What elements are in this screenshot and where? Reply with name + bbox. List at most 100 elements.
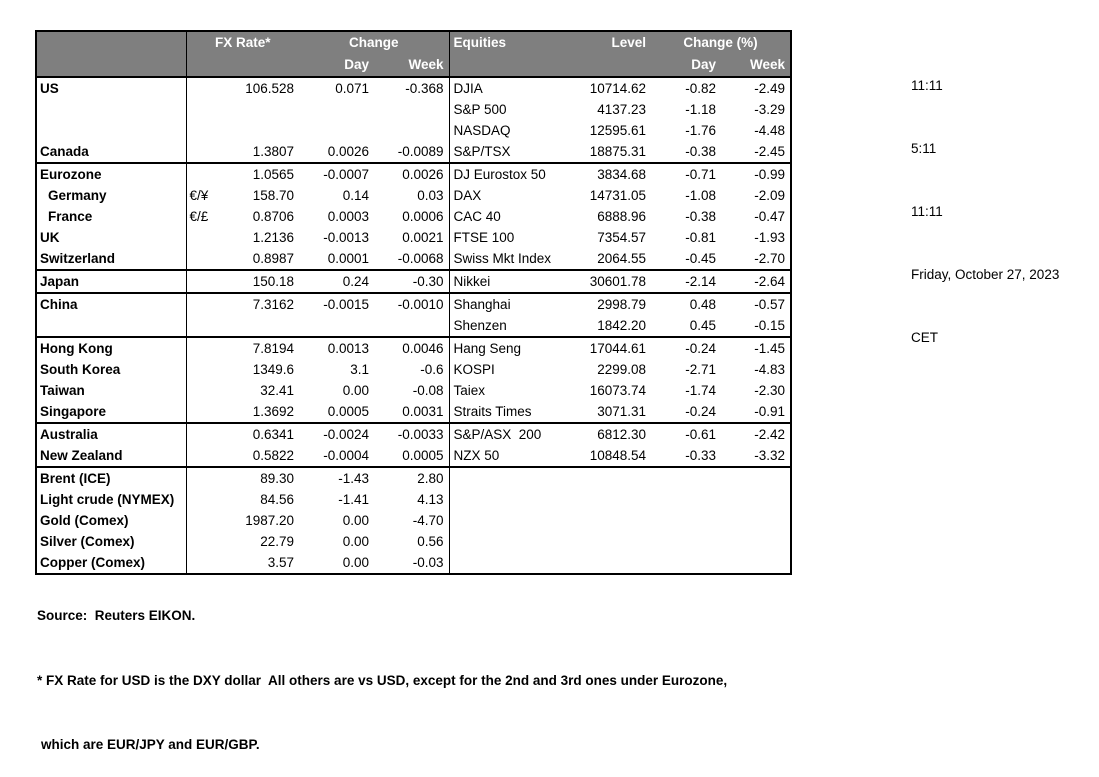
cell-fx-week	[374, 315, 450, 337]
cell-level: 30601.78	[561, 269, 652, 293]
cell-level: 6812.30	[561, 422, 652, 445]
cell-equity: S&P/ASX 200	[449, 422, 562, 445]
cell-fx: 0.5822	[252, 448, 294, 463]
cell-level: 12595.61	[589, 123, 647, 138]
table-row: Eurozone 1.0565 -0.0007 0.0026 DJ Eurostox 5…	[36, 162, 792, 185]
cell-name: Germany	[36, 185, 187, 206]
cell-eq-week: -2.30	[754, 383, 786, 398]
cell-equity: Shenzen	[453, 318, 507, 333]
cell-eq-day: -0.38	[685, 144, 717, 159]
cell-eq-day	[651, 531, 721, 552]
cell-fx: 0.6341	[224, 422, 299, 445]
cell-fx: 22.79	[260, 534, 294, 549]
cell-name: Eurozone	[36, 162, 187, 185]
cell-fx: 1.3692	[252, 404, 294, 419]
cell-fx: 1987.20	[245, 513, 294, 528]
cell-name: South Korea	[36, 359, 187, 380]
table-row: Light crude (NYMEX) 84.56 -1.41 4.13	[36, 489, 791, 510]
cell-fx-week: -0.0010	[374, 292, 450, 315]
table-row: China 7.3162 -0.0015 -0.0010 Shanghai 2998.79…	[36, 292, 792, 315]
timestamp-block: 11:11 5:11 11:11 Friday, October 27, 202…	[911, 33, 1059, 369]
cell-fx-day: 0.00	[342, 555, 369, 570]
cell-fx-week: 0.0005	[374, 445, 450, 467]
cell-fx: 158.70	[252, 188, 294, 203]
cell-fx: 7.8194	[224, 336, 299, 359]
cell-eq-week: -2.45	[754, 144, 786, 159]
cell-pair	[186, 531, 224, 552]
cell-level	[561, 531, 651, 552]
cell-fx-day: 0.00	[342, 383, 369, 398]
cell-level: 17044.61	[561, 336, 652, 359]
report-page: { "colors": { "header_bg": "#7f7f7f", "h…	[35, 30, 1060, 752]
table-row: Switzerland 0.8987 0.0001 -0.0068 Swiss Mkt …	[36, 248, 791, 270]
cell-equity: Swiss Mkt Index	[453, 251, 552, 266]
cell-eq-week	[721, 531, 791, 552]
table-row: Hong Kong 7.8194 0.0013 0.0046 Hang Seng 1704…	[36, 336, 792, 359]
cell-pair	[186, 141, 224, 163]
cell-fx-week: -0.6	[374, 359, 450, 380]
cell-level: 3071.31	[597, 404, 647, 419]
cell-fx	[224, 315, 299, 337]
cell-equity: NASDAQ	[453, 123, 511, 138]
cell-name: US	[36, 77, 187, 99]
cell-fx-week: 0.0021	[374, 227, 450, 248]
cell-equity: Shanghai	[449, 292, 562, 315]
cell-level: 2064.55	[597, 251, 647, 266]
cell-fx: 0.8706	[252, 209, 294, 224]
cell-fx-day: 0.0013	[299, 336, 374, 359]
cell-fx-week: 2.80	[374, 466, 450, 489]
cell-name: Hong Kong	[36, 336, 187, 359]
cell-fx: 150.18	[224, 269, 299, 293]
cell-equity: KOSPI	[453, 362, 495, 377]
table-body: US 106.528 0.071 -0.368 DJIA 10714.62 -0.82 -2.…	[36, 77, 792, 574]
cell-fx	[224, 120, 299, 141]
cell-eq-day: -0.81	[685, 230, 717, 245]
cell-fx-day: 0.0026	[327, 144, 369, 159]
table-row: New Zealand 0.5822 -0.0004 0.0005 NZX 50 1084…	[36, 445, 791, 467]
header-fx-day: Day	[299, 54, 374, 78]
cell-eq-day: -2.14	[651, 269, 722, 293]
table-row: Brent (ICE) 89.30 -1.43 2.80	[36, 466, 792, 489]
cell-name: Singapore	[36, 401, 187, 423]
cell-level: 4137.23	[597, 102, 647, 117]
cell-eq-week: -3.32	[754, 448, 786, 463]
cell-eq-day: -0.71	[651, 162, 722, 185]
cell-eq-day: -2.71	[685, 362, 717, 377]
cell-level: 18875.31	[589, 144, 647, 159]
cell-fx: 84.56	[260, 492, 294, 507]
cell-fx: 7.3162	[224, 292, 299, 315]
cell-pair	[186, 422, 224, 445]
cell-fx-day: 0.0003	[327, 209, 369, 224]
cell-fx-week	[374, 120, 450, 141]
table-row: US 106.528 0.071 -0.368 DJIA 10714.62 -0.82 -2.…	[36, 77, 791, 99]
cell-name: Gold (Comex)	[36, 510, 187, 531]
market-table: FX Rate* Change Equities Level Change (%…	[35, 30, 793, 575]
timezone-line: CET	[911, 330, 938, 345]
cell-fx: 89.30	[224, 466, 299, 489]
table-row: Gold (Comex) 1987.20 0.00 -4.70	[36, 510, 791, 531]
cell-level: 7354.57	[597, 230, 647, 245]
cell-fx-day: 0.14	[342, 188, 369, 203]
cell-level: 2998.79	[561, 292, 652, 315]
cell-name: Light crude (NYMEX)	[36, 489, 187, 510]
cell-level: 6888.96	[597, 209, 647, 224]
cell-fx-day: -0.0004	[323, 448, 369, 463]
cell-equity	[449, 466, 562, 489]
cell-pair	[186, 489, 224, 510]
cell-pair: €/£	[189, 209, 209, 224]
cell-fx: 1349.6	[252, 362, 294, 377]
cell-equity	[449, 510, 561, 531]
cell-fx-day: 3.1	[350, 362, 369, 377]
cell-fx-week: -0.0089	[374, 141, 450, 163]
cell-level	[561, 489, 651, 510]
header-row-2: Day Week Day Week	[36, 54, 792, 78]
header-equities: Equities	[449, 31, 562, 54]
cell-equity: NZX 50	[453, 448, 500, 463]
cell-eq-week: -0.99	[721, 162, 792, 185]
cell-eq-week: -2.49	[754, 81, 786, 96]
cell-pair	[186, 401, 224, 423]
cell-name: Canada	[36, 141, 187, 163]
table-row: Japan 150.18 0.24 -0.30 Nikkei 30601.78 -2.14-…	[36, 269, 792, 293]
cell-fx-week: 0.03	[374, 185, 450, 206]
cell-level: 16073.74	[589, 383, 647, 398]
